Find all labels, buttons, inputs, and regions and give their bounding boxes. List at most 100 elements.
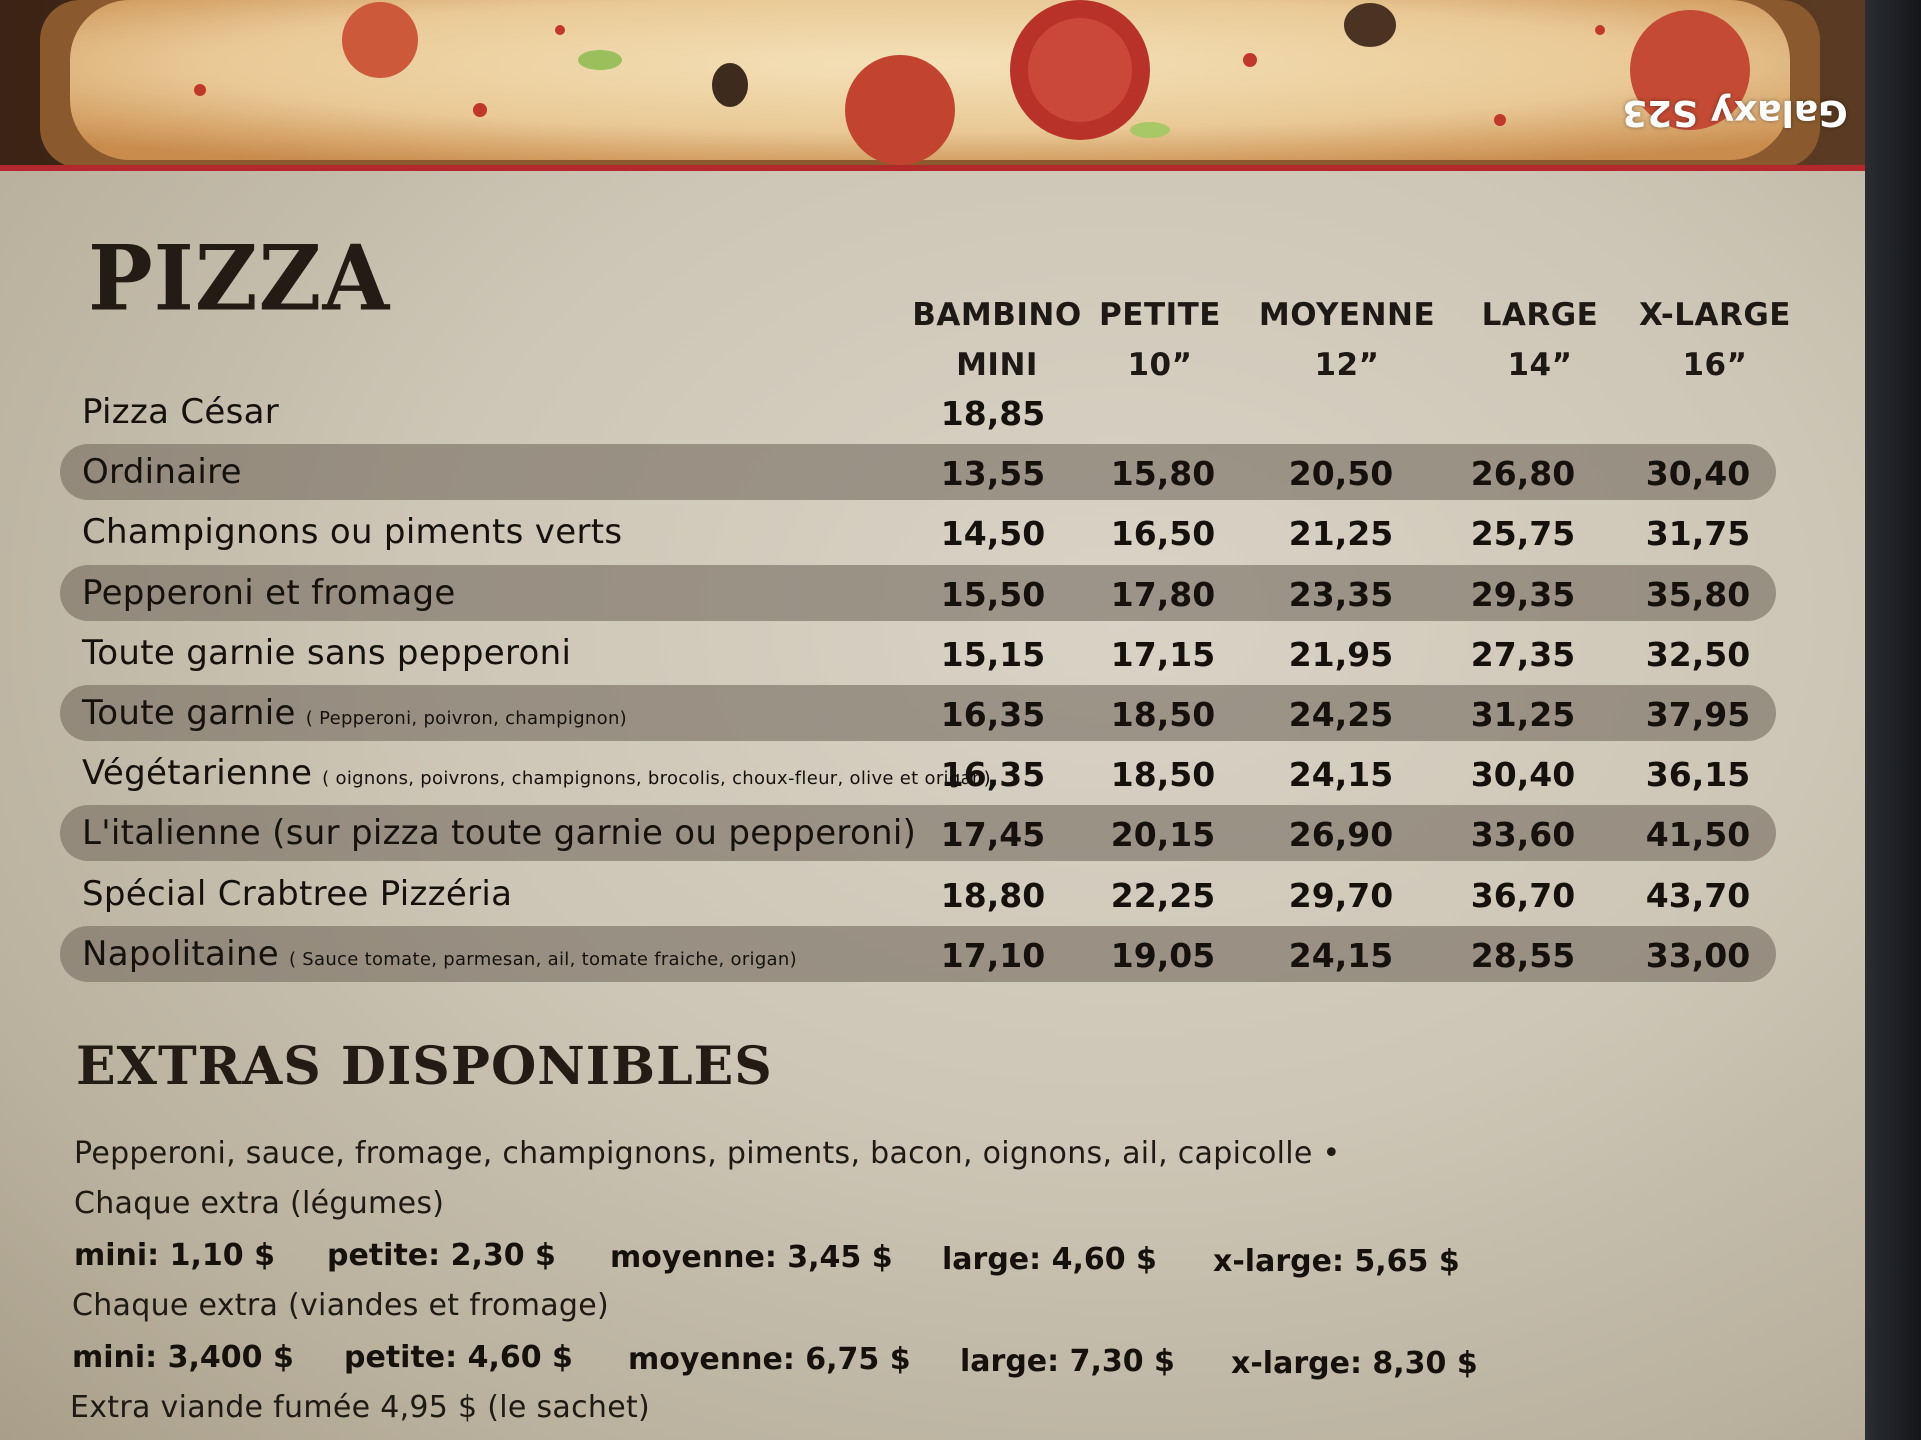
menu-item-name: Napolitaine( Sauce tomate, parmesan, ail… <box>82 933 797 974</box>
menu-item-description: ( oignons, poivrons, champignons, brocol… <box>322 768 991 790</box>
menu-item-price: 16,35 <box>940 755 1046 795</box>
extras-meats-label: Chaque extra (viandes et fromage) <box>72 1288 610 1323</box>
menu-item-price: 21,25 <box>1288 514 1394 554</box>
menu-row: L'italienne (sur pizza toute garnie ou p… <box>60 805 1776 862</box>
menu-item-price: 26,80 <box>1470 454 1576 494</box>
menu-item-price: 28,55 <box>1470 935 1576 975</box>
menu-item-price: 18,50 <box>1110 695 1216 734</box>
menu-row: Pizza César 18,85 <box>60 384 1776 440</box>
menu-item-price: 17,80 <box>1110 574 1216 614</box>
menu-item-price: 32,50 <box>1645 634 1751 674</box>
column-header-large: LARGE 14” <box>1460 290 1620 390</box>
extras-list: Pepperoni, sauce, fromage, champignons, … <box>74 1136 1341 1171</box>
menu-item-description: ( Pepperoni, poivron, champignon) <box>305 708 627 729</box>
menu-item-name: Pepperoni et fromage <box>82 572 456 613</box>
extras-meats-price-x-large: x-large: 8,30 $ <box>1231 1346 1478 1381</box>
menu-item-price: 27,35 <box>1470 634 1576 674</box>
menu-item-price: 23,35 <box>1288 574 1394 614</box>
column-header-petite: PETITE 10” <box>1080 290 1240 390</box>
column-header-line: 10” <box>1127 347 1193 383</box>
menu-item-price: 36,70 <box>1470 875 1576 915</box>
extras-smoked-meat: Extra viande fumée 4,95 $ (le sachet) <box>70 1390 651 1425</box>
menu-item-price: 37,95 <box>1645 695 1751 734</box>
table-surface <box>1865 0 1921 1440</box>
column-header-line: 16” <box>1682 347 1748 383</box>
menu-item-price: 16,50 <box>1110 514 1216 554</box>
menu-item-price: 33,00 <box>1645 935 1751 975</box>
menu-item-price: 35,80 <box>1645 574 1751 614</box>
menu-item-price: 18,85 <box>940 394 1046 433</box>
menu-item-price: 31,25 <box>1470 695 1576 734</box>
menu-item-price: 17,45 <box>940 815 1046 855</box>
pizza-photo <box>0 0 1865 172</box>
menu-item-price: 17,15 <box>1110 634 1216 674</box>
extras-meats-price-petite: petite: 4,60 $ <box>344 1340 573 1375</box>
menu-item-price: 16,35 <box>940 695 1046 734</box>
menu-item-price: 29,70 <box>1288 875 1394 915</box>
column-header-line: PETITE <box>1099 297 1221 333</box>
menu-item-price: 41,50 <box>1645 815 1751 855</box>
menu-item-price: 30,40 <box>1645 454 1751 494</box>
column-header-bambino: BAMBINO MINI <box>907 290 1087 390</box>
column-header-line: BAMBINO <box>912 297 1082 333</box>
column-header-line: 14” <box>1507 347 1573 383</box>
menu-item-name: Champignons ou piments verts <box>82 512 623 553</box>
extras-meats-price-large: large: 7,30 $ <box>960 1344 1175 1379</box>
menu-row: Toute garnie sans pepperoni 15,15 17,15 21,… <box>60 625 1776 681</box>
menu-item-price: 18,80 <box>940 875 1046 915</box>
column-header-line: X-LARGE <box>1639 297 1791 333</box>
menu-item-name: Végétarienne( oignons, poivrons, champig… <box>82 753 991 794</box>
menu-item-price: 18,50 <box>1110 755 1216 795</box>
galaxy-watermark: Galaxy S23 <box>1622 92 1848 133</box>
menu-row: Pepperoni et fromage 15,50 17,80 23,35 29,35… <box>60 564 1776 621</box>
extras-vegetables-price-x-large: x-large: 5,65 $ <box>1213 1244 1460 1279</box>
extras-vegetables-price-petite: petite: 2,30 $ <box>327 1238 556 1273</box>
extras-vegetables-price-moyenne: moyenne: 3,45 $ <box>610 1240 893 1275</box>
column-header-line: MINI <box>956 347 1038 383</box>
extras-meats-price-mini: mini: 3,400 $ <box>72 1340 294 1375</box>
menu-item-price: 26,90 <box>1288 815 1394 855</box>
menu-row: Champignons ou piments verts 14,50 16,50 21… <box>60 504 1776 560</box>
extras-vegetables-price-large: large: 4,60 $ <box>942 1242 1157 1277</box>
menu-row: Ordinaire 13,55 15,80 20,50 26,80 30,40 <box>60 444 1776 501</box>
menu-item-price: 20,50 <box>1288 454 1394 494</box>
menu-item-price: 15,80 <box>1110 454 1216 494</box>
pizza-title: PIZZA <box>88 225 391 332</box>
menu-item-name: Toute garnie sans pepperoni <box>82 632 572 673</box>
menu-item-price: 25,75 <box>1470 514 1576 554</box>
menu-item-price: 21,95 <box>1288 634 1394 674</box>
menu-item-name: Pizza César <box>82 392 280 432</box>
column-header-line: LARGE <box>1481 297 1599 333</box>
column-header-line: MOYENNE <box>1258 297 1436 333</box>
menu-item-price: 19,05 <box>1110 935 1216 975</box>
column-header-moyenne: MOYENNE 12” <box>1252 290 1442 390</box>
menu-item-name: Ordinaire <box>82 452 242 493</box>
menu-item-price: 15,15 <box>940 634 1046 674</box>
menu-item-price: 29,35 <box>1470 574 1576 614</box>
menu-item-price: 24,15 <box>1288 755 1394 795</box>
menu-item-price: 15,50 <box>940 574 1046 614</box>
menu-item-price: 24,25 <box>1288 695 1394 734</box>
menu-row: Toute garnie( Pepperoni, poivron, champi… <box>60 685 1776 741</box>
extras-title: EXTRAS DISPONIBLES <box>76 1036 773 1097</box>
menu-row: Spécial Crabtree Pizzéria 18,80 22,25 29,70… <box>60 866 1776 922</box>
extras-meats-price-moyenne: moyenne: 6,75 $ <box>628 1342 911 1377</box>
menu-row: Végétarienne( oignons, poivrons, champig… <box>60 745 1776 801</box>
menu-item-name: Toute garnie( Pepperoni, poivron, champi… <box>82 693 627 733</box>
menu-item-price: 43,70 <box>1645 875 1751 915</box>
menu-item-price: 36,15 <box>1645 755 1751 795</box>
column-header-line: 12” <box>1314 347 1380 383</box>
extras-vegetables-price-mini: mini: 1,10 $ <box>74 1238 275 1273</box>
menu-item-price: 33,60 <box>1470 815 1576 855</box>
menu-item-price: 22,25 <box>1110 875 1216 915</box>
menu-item-price: 13,55 <box>940 454 1046 494</box>
menu-item-price: 14,50 <box>940 514 1046 554</box>
menu-item-price: 17,10 <box>940 935 1046 975</box>
extras-vegetables-label: Chaque extra (légumes) <box>74 1186 445 1221</box>
menu-item-description: ( Sauce tomate, parmesan, ail, tomate fr… <box>288 948 797 970</box>
menu-item-name: L'italienne (sur pizza toute garnie ou p… <box>82 813 917 854</box>
menu-item-price: 30,40 <box>1470 755 1576 795</box>
menu-item-name: Spécial Crabtree Pizzéria <box>82 873 513 914</box>
menu-row: Napolitaine( Sauce tomate, parmesan, ail… <box>60 925 1776 982</box>
red-divider <box>0 165 1865 171</box>
